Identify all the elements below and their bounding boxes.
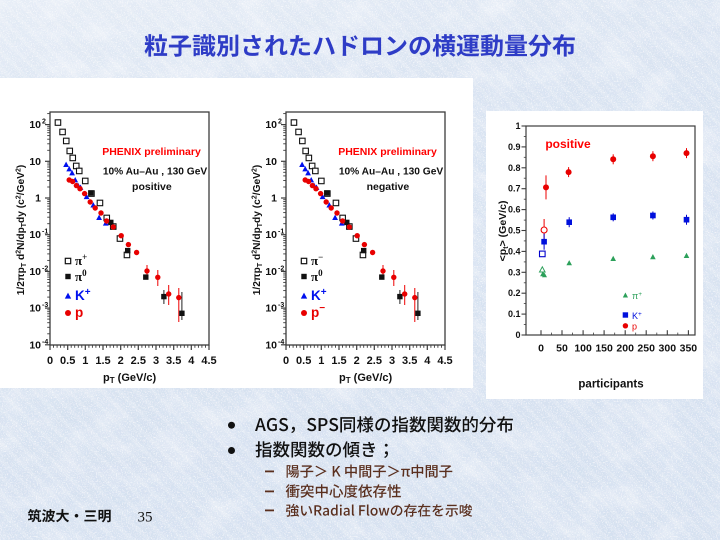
svg-text:10: 10 (265, 266, 277, 278)
svg-text:1/2πpT d2N/dpTdy (c2/GeV2): 1/2πpT d2N/dpTdy (c2/GeV2) (252, 165, 265, 296)
svg-text:10: 10 (29, 339, 41, 351)
svg-text:-3: -3 (42, 302, 48, 309)
svg-text:10: 10 (265, 303, 277, 315)
svg-text:10: 10 (265, 229, 277, 241)
svg-text:2: 2 (118, 355, 124, 367)
svg-text:-2: -2 (278, 265, 284, 272)
svg-text:10: 10 (29, 119, 41, 131)
svg-text:1.5: 1.5 (95, 355, 110, 367)
svg-text:0.5: 0.5 (60, 355, 75, 367)
svg-text:p: p (75, 305, 83, 320)
svg-text:0.8: 0.8 (508, 163, 521, 173)
svg-text:-3: -3 (278, 302, 284, 309)
svg-text:negative: negative (367, 181, 410, 193)
svg-text:0.3: 0.3 (508, 267, 521, 277)
svg-text:3.5: 3.5 (166, 355, 181, 367)
svg-text:200: 200 (616, 343, 634, 355)
svg-text:0.5: 0.5 (296, 355, 311, 367)
svg-text:10: 10 (29, 229, 41, 241)
svg-text:10: 10 (265, 339, 277, 351)
svg-text:0.7: 0.7 (508, 184, 521, 194)
svg-text:3: 3 (389, 355, 395, 367)
svg-text:1: 1 (318, 355, 324, 367)
svg-text:0: 0 (47, 355, 53, 367)
svg-text:pT (GeV/c): pT (GeV/c) (339, 372, 393, 385)
svg-text:350: 350 (680, 343, 698, 355)
svg-text:2: 2 (354, 355, 360, 367)
svg-text:pT (GeV/c): pT (GeV/c) (103, 372, 157, 385)
svg-text:participants: participants (578, 379, 643, 391)
svg-text:4: 4 (424, 355, 431, 367)
svg-text:0.5: 0.5 (508, 226, 521, 236)
svg-text:π+: π+ (632, 291, 642, 301)
svg-text:10: 10 (265, 119, 277, 131)
svg-text:PHENIX preliminary: PHENIX preliminary (338, 146, 437, 158)
svg-text:2: 2 (278, 119, 282, 126)
svg-text:10% Au–Au , 130 GeV: 10% Au–Au , 130 GeV (339, 167, 444, 178)
svg-text:K+: K+ (632, 311, 642, 321)
svg-text:0.4: 0.4 (508, 246, 521, 256)
svg-text:10% Au–Au , 130 GeV: 10% Au–Au , 130 GeV (103, 167, 208, 178)
svg-text:0: 0 (515, 330, 520, 340)
svg-text:3.5: 3.5 (402, 355, 417, 367)
svg-text:2.5: 2.5 (367, 355, 382, 367)
svg-text:1/2πpT d2N/dpTdy (c2/GeV2): 1/2πpT d2N/dpTdy (c2/GeV2) (16, 165, 29, 296)
svg-text:-4: -4 (278, 339, 284, 346)
svg-text:0.1: 0.1 (508, 309, 521, 319)
svg-text:250: 250 (637, 343, 655, 355)
svg-text:4.5: 4.5 (201, 355, 216, 367)
svg-text:10: 10 (29, 156, 41, 168)
svg-text:0.9: 0.9 (508, 142, 521, 152)
svg-text:0.2: 0.2 (508, 288, 521, 298)
svg-text:1: 1 (35, 193, 41, 205)
svg-text:-4: -4 (42, 339, 48, 346)
svg-text:50: 50 (556, 343, 568, 355)
svg-text:1: 1 (515, 121, 520, 131)
svg-text:2.5: 2.5 (131, 355, 146, 367)
svg-text:10: 10 (29, 303, 41, 315)
svg-text:300: 300 (659, 343, 677, 355)
svg-text:positive: positive (132, 181, 172, 193)
svg-text:150: 150 (595, 343, 613, 355)
svg-text:35: 35 (138, 510, 153, 526)
svg-text:1: 1 (82, 355, 88, 367)
svg-text:4.5: 4.5 (437, 355, 452, 367)
svg-text:-2: -2 (42, 265, 48, 272)
svg-text:-1: -1 (42, 229, 48, 236)
svg-text:3: 3 (153, 355, 159, 367)
svg-text:<pt> (GeV/c): <pt> (GeV/c) (497, 201, 510, 262)
svg-text:PHENIX preliminary: PHENIX preliminary (102, 146, 201, 158)
svg-text:4: 4 (188, 355, 195, 367)
svg-text:2: 2 (42, 119, 46, 126)
svg-text:10: 10 (29, 266, 41, 278)
svg-text:positive: positive (545, 137, 591, 151)
svg-text:1: 1 (271, 193, 277, 205)
svg-text:100: 100 (574, 343, 592, 355)
svg-text:10: 10 (265, 156, 277, 168)
svg-text:0.6: 0.6 (508, 205, 521, 215)
svg-text:p: p (632, 322, 637, 332)
svg-text:0: 0 (538, 343, 544, 355)
svg-text:-1: -1 (278, 229, 284, 236)
svg-text:0: 0 (283, 355, 289, 367)
svg-text:1.5: 1.5 (331, 355, 346, 367)
